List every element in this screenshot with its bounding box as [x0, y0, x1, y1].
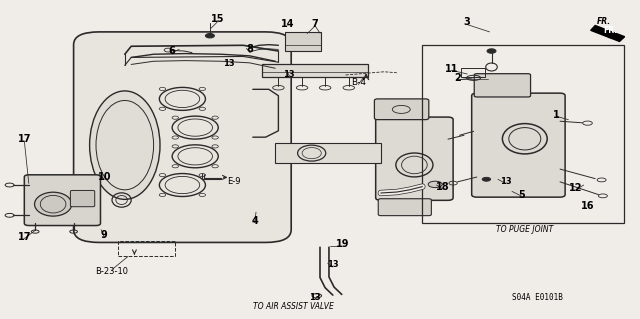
Text: 2: 2	[454, 73, 461, 83]
Text: FR.: FR.	[603, 26, 617, 35]
Text: 13: 13	[327, 260, 339, 269]
Text: 5: 5	[518, 189, 525, 200]
Text: S04A E0101B: S04A E0101B	[512, 293, 563, 302]
Bar	[461, 68, 485, 77]
Text: 13: 13	[309, 293, 321, 302]
Bar	[285, 32, 321, 51]
Text: 13: 13	[500, 177, 511, 186]
Text: 17: 17	[17, 232, 31, 242]
Ellipse shape	[90, 91, 160, 199]
FancyBboxPatch shape	[74, 32, 291, 242]
Text: TO AIR ASSIST VALVE: TO AIR ASSIST VALVE	[253, 302, 333, 311]
Text: 1: 1	[554, 110, 560, 120]
Text: TO PUGE JOINT: TO PUGE JOINT	[496, 225, 554, 234]
Text: 18: 18	[436, 182, 450, 192]
Ellipse shape	[487, 49, 496, 53]
Bar	[262, 64, 368, 77]
Ellipse shape	[483, 177, 491, 181]
Bar	[118, 241, 175, 256]
Ellipse shape	[35, 192, 72, 216]
FancyBboxPatch shape	[374, 99, 429, 120]
Polygon shape	[591, 26, 625, 41]
Text: FR.: FR.	[597, 17, 611, 26]
Text: B-23-10: B-23-10	[95, 267, 129, 276]
Text: 12: 12	[569, 183, 583, 193]
Text: 9: 9	[101, 230, 108, 241]
Text: 13: 13	[284, 70, 295, 78]
Bar	[422, 45, 624, 223]
FancyBboxPatch shape	[378, 199, 431, 216]
FancyBboxPatch shape	[70, 190, 95, 207]
Text: 8: 8	[246, 44, 253, 55]
Text: 7: 7	[312, 19, 318, 29]
Text: 4: 4	[252, 216, 258, 226]
Text: 19: 19	[335, 239, 349, 249]
Text: 6: 6	[168, 46, 175, 56]
Text: 3: 3	[464, 17, 470, 27]
Text: E-9: E-9	[227, 177, 241, 186]
Text: B-4: B-4	[351, 78, 366, 87]
Text: 10: 10	[97, 172, 111, 182]
FancyBboxPatch shape	[472, 93, 565, 197]
Text: 17: 17	[17, 134, 31, 144]
Text: 11: 11	[444, 63, 458, 74]
Text: 13: 13	[223, 59, 235, 68]
Text: 16: 16	[580, 201, 595, 211]
Ellipse shape	[428, 181, 442, 188]
Text: 15: 15	[211, 14, 225, 24]
Bar	[275, 143, 381, 163]
Text: 14: 14	[281, 19, 295, 29]
FancyBboxPatch shape	[474, 74, 531, 97]
FancyBboxPatch shape	[376, 117, 453, 200]
FancyBboxPatch shape	[24, 175, 100, 226]
Ellipse shape	[205, 33, 214, 38]
